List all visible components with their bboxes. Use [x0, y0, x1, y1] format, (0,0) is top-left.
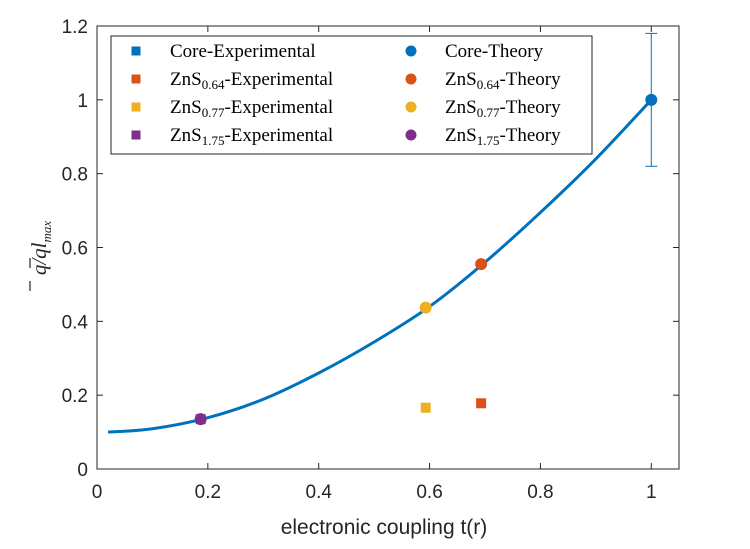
legend-box — [110, 35, 593, 155]
y-axis-label: q/qlmax — [27, 221, 54, 291]
x-tick-label: 0.4 — [306, 482, 333, 503]
legend-label-core_th: Core-Theory — [445, 41, 544, 62]
legend-label-zns175_th: ZnS1.75-Theory — [445, 125, 561, 148]
zns064_exp-point — [476, 398, 487, 409]
x-tick-label: 0.2 — [195, 482, 221, 503]
zns064_th-point — [475, 258, 488, 271]
y-label-q2: q — [27, 248, 51, 259]
axes: 0 0.2 0.4 0.6 0.8 1 0 0.2 0.4 0.6 0.8 1 1.2 — [62, 17, 680, 503]
x-tick-label: 0 — [92, 482, 103, 503]
legend-marker-zns175_th — [405, 129, 417, 141]
legend-marker-zns077_exp — [131, 102, 141, 112]
plot-area — [107, 32, 658, 434]
legend-marker-core_th — [405, 45, 417, 57]
y-tick-label: 0.6 — [62, 239, 88, 260]
x-axis-label: electronic coupling t(r) — [281, 516, 488, 539]
zns175_th-point — [194, 413, 207, 426]
legend-marker-zns064_exp — [131, 74, 141, 84]
legend-label-zns175_exp: ZnS1.75-Experimental — [170, 125, 333, 148]
y-label-slash: / — [27, 257, 51, 266]
zns077_th-point — [419, 301, 432, 314]
y-label-tail: l — [27, 242, 51, 248]
x-tick-label: 0.6 — [416, 482, 442, 503]
legend-label-zns064_exp: ZnS0.64-Experimental — [170, 69, 333, 92]
x-tick-label: 1 — [646, 482, 657, 503]
legend-marker-zns064_th — [405, 73, 417, 85]
y-tick-label: 0.2 — [62, 386, 88, 407]
y-label-sub: max — [39, 221, 54, 243]
x-tick-label: 0.8 — [527, 482, 553, 503]
core_th-point — [645, 93, 658, 106]
svg-text:q/qlmax: q/qlmax — [27, 221, 54, 276]
y-tick-label: 1 — [77, 91, 88, 112]
y-tick-label: 1.2 — [62, 17, 88, 38]
legend-label-zns064_th: ZnS0.64-Theory — [445, 69, 561, 92]
y-tick-label: 0.4 — [62, 312, 89, 333]
legend-marker-zns175_exp — [131, 130, 141, 140]
legend-marker-zns077_th — [405, 101, 417, 113]
y-tick-label: 0 — [77, 460, 88, 481]
zns077_exp-point — [420, 402, 431, 413]
legend-label-zns077_th: ZnS0.77-Theory — [445, 97, 561, 120]
legend-label-zns077_exp: ZnS0.77-Experimental — [170, 97, 333, 120]
legend: Core-Experimental ZnS0.64-Experimental ZnS… — [110, 35, 593, 155]
legend-label-core_exp: Core-Experimental — [170, 41, 316, 62]
legend-marker-core_exp — [131, 46, 141, 56]
y-tick-label: 0.8 — [62, 165, 88, 186]
y-label-q1: q — [27, 264, 51, 275]
